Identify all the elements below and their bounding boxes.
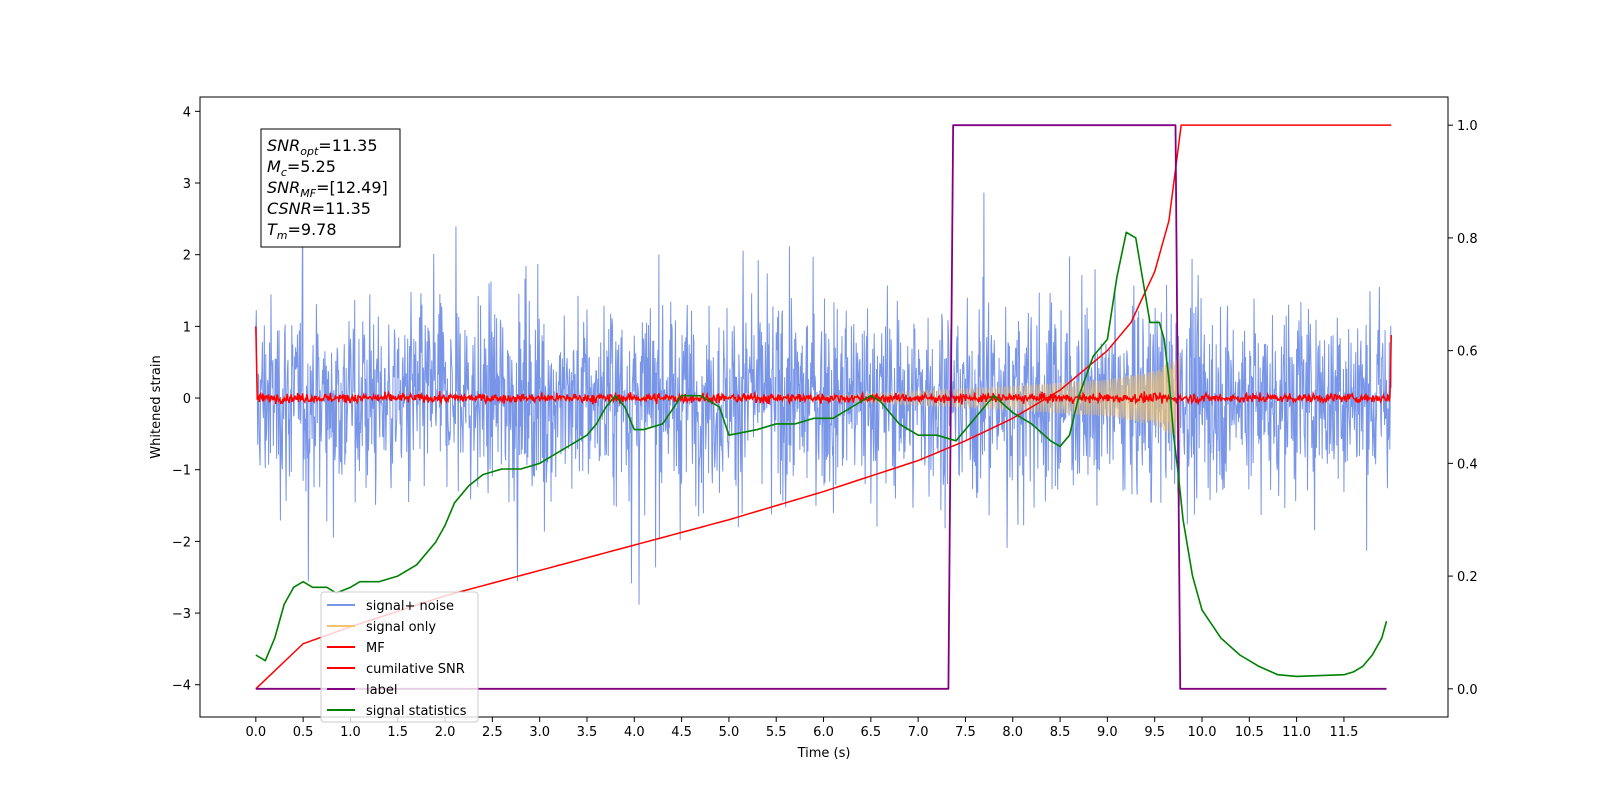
y-left-tick-label: 1: [183, 320, 191, 335]
x-tick-label: 1.5: [387, 725, 408, 740]
info-subscript: c: [281, 166, 287, 179]
x-tick-label: 3.5: [577, 725, 598, 740]
legend-label: signal only: [366, 620, 436, 635]
info-value: =9.78: [288, 220, 337, 239]
info-symbol: SNR: [267, 136, 300, 155]
info-line: SNRMF=[12.49]: [267, 178, 388, 200]
x-tick-label: 5.0: [719, 725, 740, 740]
y-left-tick-label: −1: [172, 464, 191, 479]
info-box-frame: [260, 128, 401, 248]
x-tick-label: 6.0: [813, 725, 834, 740]
series-signal-statistics: [255, 231, 1388, 678]
y-right-tick-label: 1.0: [1457, 119, 1478, 134]
y-left-tick-label: 3: [183, 177, 191, 192]
x-tick-label: 7.5: [955, 725, 976, 740]
x-tick-label: 8.0: [1002, 725, 1023, 740]
series-signal-noise: [255, 192, 1392, 605]
axes-layer: 0.0 0.5 1.0 1.5 2.0 2.5 3.0 3.5 4.0 4.5 5.0 5.5 6.0 6…: [172, 105, 1478, 740]
info-subscript: MF: [300, 187, 316, 200]
legend-label: MF: [366, 641, 385, 656]
y-left-tick-label: 4: [183, 105, 191, 120]
y-left-tick-label: −2: [172, 535, 191, 550]
x-axis-label: Time (s): [797, 746, 851, 761]
x-tick-label: 11.5: [1329, 725, 1358, 740]
info-line: Mc=5.25: [267, 157, 336, 179]
x-tick-label: 8.5: [1050, 725, 1071, 740]
info-line: CSNR=11.35: [267, 199, 371, 218]
x-tick-label: 11.0: [1282, 725, 1311, 740]
x-tick-label: 6.5: [860, 725, 881, 740]
x-tick-label: 1.0: [340, 725, 361, 740]
x-tick-label: 7.0: [908, 725, 929, 740]
info-subscript: m: [277, 229, 288, 242]
x-tick-label: 9.0: [1097, 725, 1118, 740]
x-tick-label: 4.0: [624, 725, 645, 740]
x-tick-label: 4.5: [671, 725, 692, 740]
series-mf: [255, 326, 1392, 406]
info-line: Tm=9.78: [267, 220, 337, 242]
x-tick-label: 10.0: [1188, 725, 1217, 740]
x-tick-label: 2.5: [482, 725, 503, 740]
legend-label: signal+ noise: [366, 599, 454, 614]
y-left-tick-label: −4: [172, 679, 191, 694]
y-right-tick-label: 0.4: [1457, 457, 1478, 472]
info-symbol: CSNR: [267, 199, 312, 218]
info-symbol: M: [267, 157, 281, 176]
info-symbol: SNR: [267, 178, 300, 197]
y-left-tick-label: 2: [183, 249, 191, 264]
y-right-tick-label: 0.6: [1457, 345, 1478, 360]
info-line: SNRopt=11.35: [267, 136, 378, 158]
x-tick-label: 3.0: [529, 725, 550, 740]
x-tick-label: 9.5: [1144, 725, 1165, 740]
y-left-tick-label: −3: [172, 607, 191, 622]
legend-label: cumilative SNR: [366, 662, 465, 677]
x-tick-label: 5.5: [766, 725, 787, 740]
series-layer: [255, 124, 1392, 690]
info-value: =11.35: [312, 199, 371, 218]
plot-frame: [199, 96, 1449, 718]
legend: signal+ noise signal only MF cumilative SNR…: [320, 591, 479, 723]
x-tick-label: 0.0: [245, 725, 266, 740]
x-tick-label: 0.5: [293, 725, 314, 740]
y-axis-label: Whitened strain: [149, 355, 164, 458]
info-symbol: T: [267, 220, 278, 239]
y-right-tick-label: 0.0: [1457, 683, 1478, 698]
legend-label: signal statistics: [366, 704, 467, 719]
info-value: =11.35: [318, 136, 377, 155]
y-right-tick-label: 0.8: [1457, 232, 1478, 247]
info-box: SNRopt=11.35Mc=5.25SNRMF=[12.49]CSNR=11.…: [260, 128, 401, 248]
legend-frame: [320, 591, 479, 723]
y-right-tick-label: 0.2: [1457, 570, 1478, 585]
info-value: =[12.49]: [316, 178, 388, 197]
x-tick-label: 10.5: [1235, 725, 1264, 740]
y-left-tick-label: 0: [183, 392, 191, 407]
x-tick-label: 2.0: [435, 725, 456, 740]
info-value: =5.25: [287, 157, 336, 176]
series-label: [255, 124, 1387, 690]
info-subscript: opt: [300, 145, 319, 158]
legend-label: label: [366, 683, 397, 698]
